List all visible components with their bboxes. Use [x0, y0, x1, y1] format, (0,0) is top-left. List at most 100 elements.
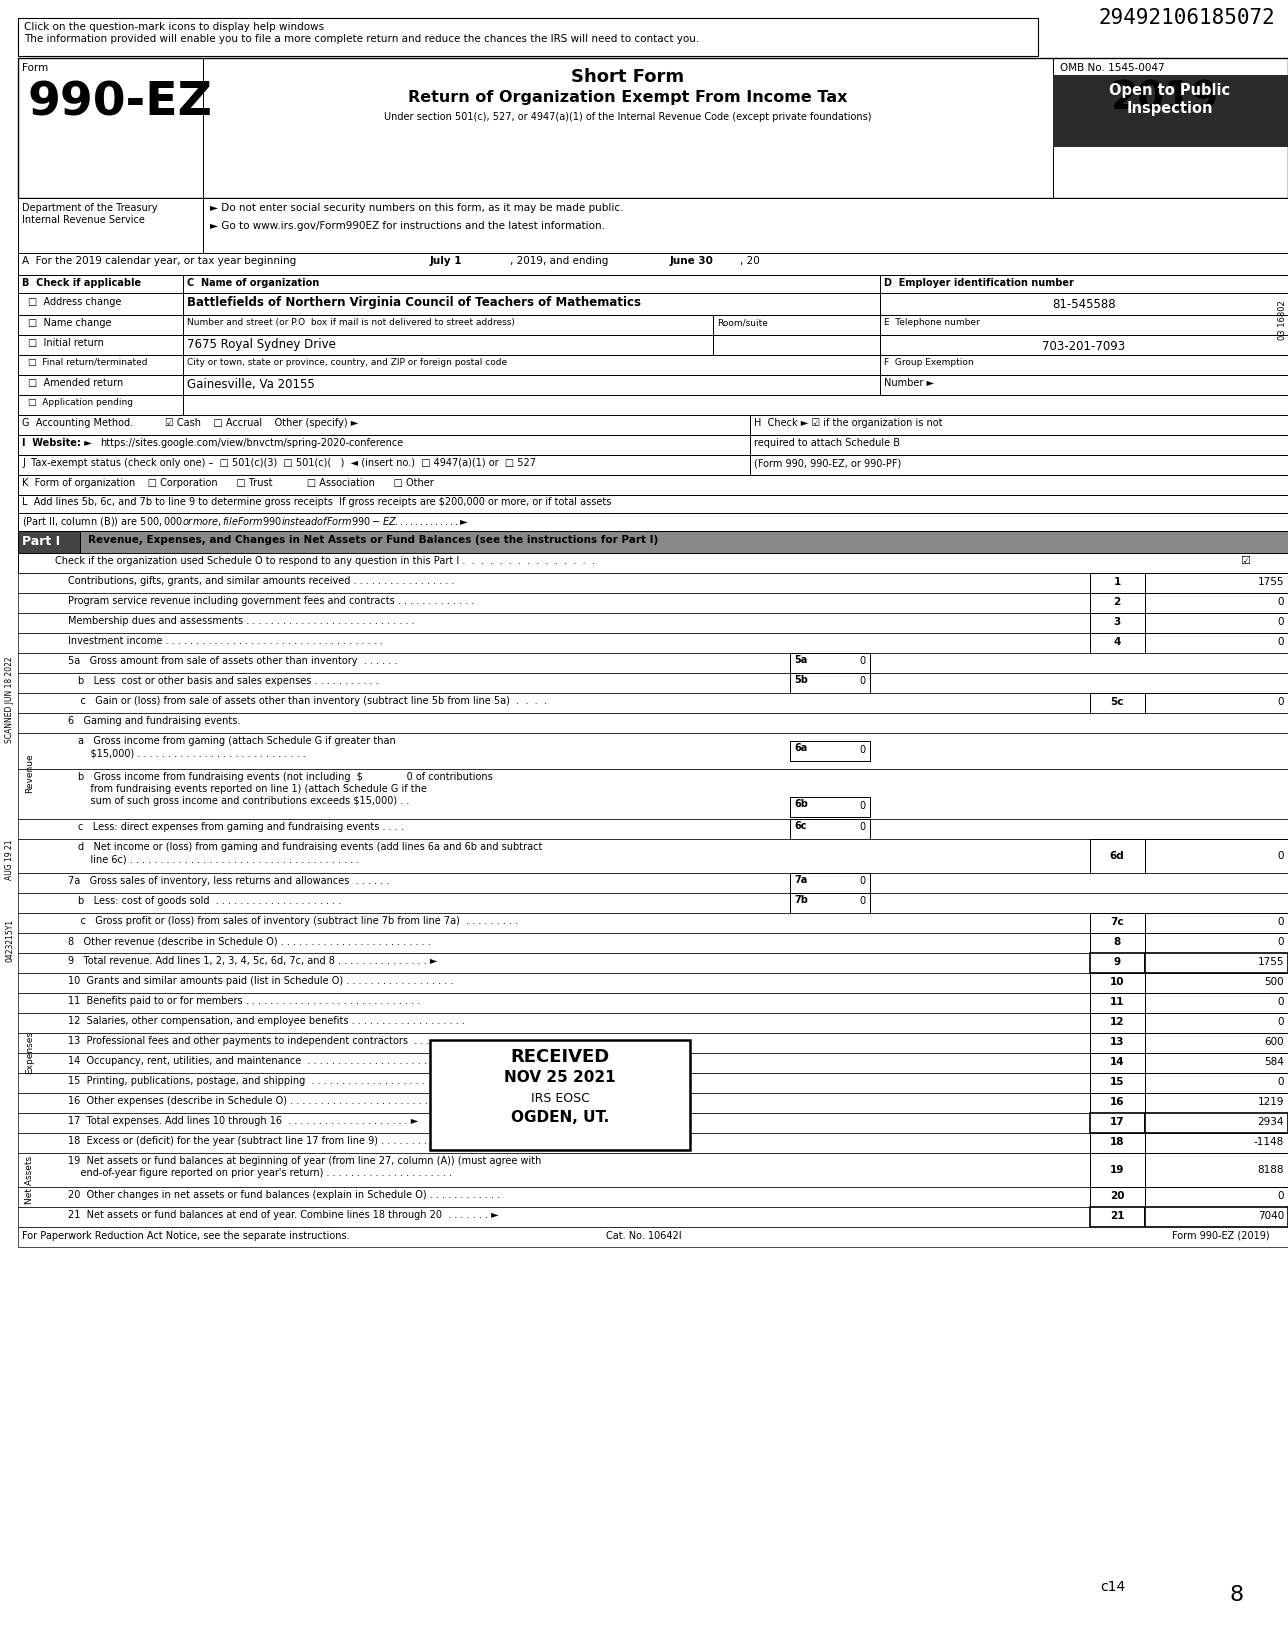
Text: https://sites.google.com/view/bnvctm/spring-2020-conference: https://sites.google.com/view/bnvctm/spr… — [100, 438, 403, 448]
Bar — [1090, 1153, 1145, 1188]
Bar — [1090, 1208, 1145, 1227]
Bar — [18, 514, 1288, 530]
Text: 5b: 5b — [793, 676, 808, 686]
Bar — [1054, 74, 1288, 147]
Text: 5c: 5c — [1110, 697, 1123, 707]
Bar — [1090, 914, 1145, 933]
Bar — [1145, 1208, 1288, 1227]
Bar — [1145, 953, 1288, 973]
Text: □  Initial return: □ Initial return — [28, 339, 104, 349]
Bar — [1090, 1074, 1145, 1094]
Bar — [1090, 573, 1145, 593]
Bar — [18, 933, 1288, 953]
Text: June 30: June 30 — [670, 256, 714, 266]
Bar — [1090, 1013, 1145, 1032]
Text: -1148: -1148 — [1253, 1137, 1284, 1146]
Text: 7b: 7b — [793, 895, 808, 905]
Text: 8   Other revenue (describe in Schedule O) . . . . . . . . . . . . . . . . . . .: 8 Other revenue (describe in Schedule O)… — [68, 937, 430, 947]
Text: 13: 13 — [1110, 1037, 1124, 1047]
Bar — [1090, 993, 1145, 1013]
Text: 9: 9 — [1113, 957, 1121, 966]
Bar — [1145, 1094, 1288, 1113]
Text: □  Address change: □ Address change — [28, 297, 121, 307]
Text: 7a   Gross sales of inventory, less returns and allowances  . . . . . .: 7a Gross sales of inventory, less return… — [68, 876, 389, 885]
Bar — [183, 316, 714, 335]
Text: □  Application pending: □ Application pending — [28, 398, 133, 406]
Text: from fundraising events reported on line 1) (attach Schedule G if the: from fundraising events reported on line… — [79, 785, 426, 795]
Bar — [18, 894, 1288, 914]
Text: 8: 8 — [1113, 937, 1121, 947]
Text: 0: 0 — [1278, 1077, 1284, 1087]
Bar — [18, 1094, 1288, 1113]
Text: B  Check if applicable: B Check if applicable — [22, 278, 142, 287]
Text: J  Tax-exempt status (check only one) –  □ 501(c)(3)  □ 501(c)(   )  ◄ (insert n: J Tax-exempt status (check only one) – □… — [22, 458, 536, 468]
Text: 81-545588: 81-545588 — [1052, 297, 1115, 311]
Text: □  Final return/terminated: □ Final return/terminated — [28, 358, 148, 367]
Bar — [18, 530, 80, 553]
Text: L  Add lines 5b, 6c, and 7b to line 9 to determine gross receipts  If gross rece: L Add lines 5b, 6c, and 7b to line 9 to … — [22, 497, 612, 507]
Bar — [18, 733, 1288, 768]
Bar — [880, 274, 1288, 292]
Text: , 2019, and ending: , 2019, and ending — [510, 256, 608, 266]
Bar — [1090, 953, 1145, 973]
Bar — [18, 292, 183, 316]
Bar — [18, 872, 1288, 894]
Text: 500: 500 — [1265, 976, 1284, 986]
Text: 4: 4 — [1113, 638, 1121, 648]
Bar — [18, 335, 183, 355]
Bar — [714, 335, 880, 355]
Text: 0: 0 — [860, 676, 866, 686]
Text: Number and street (or P.O  box if mail is not delivered to street address): Number and street (or P.O box if mail is… — [187, 317, 515, 327]
Text: 1219: 1219 — [1257, 1097, 1284, 1107]
Bar — [18, 18, 1038, 56]
Text: 0: 0 — [1278, 596, 1284, 606]
Text: Number ►: Number ► — [884, 378, 934, 388]
Text: 0: 0 — [860, 745, 866, 755]
Bar — [48, 636, 64, 649]
Text: Form: Form — [22, 63, 48, 73]
Text: 8188: 8188 — [1257, 1165, 1284, 1175]
Text: 0: 0 — [1278, 638, 1284, 648]
Bar — [1090, 1113, 1145, 1133]
Bar — [880, 316, 1288, 335]
Bar — [18, 839, 1288, 872]
Text: 12: 12 — [1110, 1018, 1124, 1028]
Text: Room/suite: Room/suite — [717, 317, 768, 327]
Text: Cat. No. 10642I: Cat. No. 10642I — [607, 1231, 681, 1241]
Text: 6d: 6d — [1110, 851, 1124, 861]
Bar — [18, 1013, 1288, 1032]
Text: Inspection: Inspection — [1127, 101, 1213, 116]
Text: 703-201-7093: 703-201-7093 — [1042, 340, 1126, 354]
Text: 1: 1 — [1113, 577, 1121, 586]
Bar — [18, 530, 1288, 553]
Text: , 20: , 20 — [741, 256, 760, 266]
Bar — [880, 292, 1288, 316]
Bar — [880, 335, 1288, 355]
Bar — [790, 872, 869, 894]
Bar — [18, 316, 183, 335]
Bar — [790, 672, 869, 692]
Text: 2934: 2934 — [1257, 1117, 1284, 1127]
Text: Under section 501(c), 527, or 4947(a)(1) of the Internal Revenue Code (except pr: Under section 501(c), 527, or 4947(a)(1)… — [384, 112, 872, 122]
Bar — [1145, 993, 1288, 1013]
Text: Check if the organization used Schedule O to respond to any question in this Par: Check if the organization used Schedule … — [55, 557, 595, 567]
Bar — [18, 1074, 1288, 1094]
Bar — [18, 476, 1288, 496]
Text: □  Amended return: □ Amended return — [28, 378, 124, 388]
Text: C  Name of organization: C Name of organization — [187, 278, 319, 287]
Bar — [18, 573, 1288, 593]
Text: 6a: 6a — [793, 743, 808, 753]
Bar — [1090, 1052, 1145, 1074]
Bar — [18, 1052, 1288, 1074]
Text: D  Employer identification number: D Employer identification number — [884, 278, 1074, 287]
Text: 11  Benefits paid to or for members . . . . . . . . . . . . . . . . . . . . . . : 11 Benefits paid to or for members . . .… — [68, 996, 420, 1006]
Text: □  Name change: □ Name change — [28, 317, 112, 329]
Bar — [790, 819, 869, 839]
Text: 0423215Y1: 0423215Y1 — [5, 919, 14, 961]
Text: (Form 990, 990-EZ, or 990-PF): (Form 990, 990-EZ, or 990-PF) — [753, 458, 902, 468]
Text: 1755: 1755 — [1257, 957, 1284, 966]
Text: 7040: 7040 — [1258, 1211, 1284, 1221]
Text: RECEIVED: RECEIVED — [510, 1047, 609, 1066]
Bar — [790, 653, 869, 672]
Text: I  Website: ►: I Website: ► — [22, 438, 91, 448]
